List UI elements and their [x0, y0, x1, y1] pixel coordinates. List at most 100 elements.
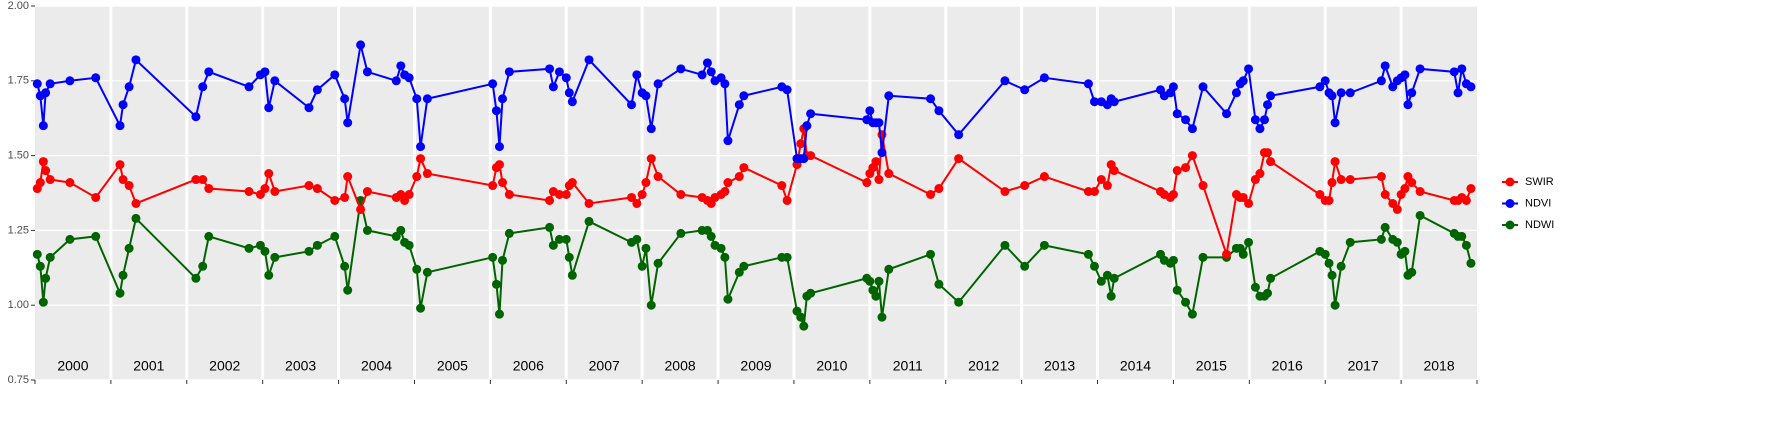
data-point [1466, 82, 1476, 92]
data-point [545, 195, 555, 205]
data-point [504, 67, 514, 77]
data-point [1345, 175, 1355, 185]
data-point [884, 91, 894, 101]
data-point [926, 189, 936, 199]
data-point [806, 288, 816, 298]
data-point [1109, 166, 1119, 176]
data-point [1461, 240, 1471, 250]
data-point [1083, 249, 1093, 259]
data-point [198, 82, 208, 92]
data-point [312, 184, 322, 194]
data-point [412, 172, 422, 182]
data-point [35, 178, 45, 188]
data-point [874, 276, 884, 286]
data-point [124, 243, 134, 253]
data-point [1172, 109, 1182, 119]
data-point [561, 234, 571, 244]
data-point [1255, 169, 1265, 179]
data-point [676, 64, 686, 74]
year-label: 2000 [57, 358, 88, 374]
data-point [38, 121, 48, 131]
data-point [723, 178, 733, 188]
data-point [723, 136, 733, 146]
data-point [637, 189, 647, 199]
data-point [874, 175, 884, 185]
data-point [41, 273, 51, 283]
year-label: 2015 [1196, 358, 1227, 374]
data-point [131, 198, 141, 208]
data-point [954, 297, 964, 307]
data-point [1250, 115, 1260, 125]
data-point [641, 91, 651, 101]
legend-key [1505, 177, 1515, 187]
data-point [1109, 97, 1119, 107]
data-point [124, 181, 134, 191]
data-point [1198, 181, 1208, 191]
data-point [739, 261, 749, 271]
data-point [1345, 237, 1355, 247]
data-point [244, 82, 254, 92]
data-point [720, 252, 730, 262]
data-point [65, 76, 75, 86]
data-point [1380, 189, 1390, 199]
data-point [91, 192, 101, 202]
data-point [1400, 70, 1410, 80]
data-point [1000, 76, 1010, 86]
data-point [1266, 91, 1276, 101]
y-tick-label: 0.75 [8, 374, 29, 386]
data-point [412, 94, 422, 104]
data-point [806, 109, 816, 119]
legend-label: NDWI [1525, 219, 1554, 231]
data-point [739, 91, 749, 101]
data-point [191, 273, 201, 283]
data-point [796, 139, 806, 149]
data-point [653, 172, 663, 182]
data-point [343, 285, 353, 295]
data-point [1039, 73, 1049, 83]
year-label: 2018 [1423, 358, 1454, 374]
year-label: 2011 [893, 358, 923, 374]
data-point [1198, 252, 1208, 262]
data-point [1330, 118, 1340, 128]
data-point [564, 88, 574, 98]
data-point [340, 94, 350, 104]
data-point [1457, 64, 1467, 74]
data-point [198, 175, 208, 185]
data-point [739, 163, 749, 173]
data-point [646, 124, 656, 134]
data-point [1376, 76, 1386, 86]
data-point [1222, 249, 1232, 259]
data-point [131, 213, 141, 223]
data-point [312, 240, 322, 250]
data-point [561, 189, 571, 199]
data-point [1083, 79, 1093, 89]
year-label: 2010 [816, 358, 847, 374]
data-point [65, 234, 75, 244]
data-point [1407, 178, 1417, 188]
data-point [340, 192, 350, 202]
data-point [706, 67, 716, 77]
year-label: 2006 [513, 358, 544, 374]
data-point [118, 175, 128, 185]
data-point [1320, 249, 1330, 259]
year-label: 2004 [361, 358, 392, 374]
data-point [45, 252, 55, 262]
data-point [32, 249, 42, 259]
data-point [45, 79, 55, 89]
data-point [1320, 76, 1330, 86]
data-point [926, 249, 936, 259]
data-point [934, 184, 944, 194]
data-point [396, 225, 406, 235]
data-point [934, 279, 944, 289]
year-label: 2014 [1120, 358, 1151, 374]
data-point [1198, 82, 1208, 92]
data-point [1449, 67, 1459, 77]
data-point [1466, 258, 1476, 268]
data-point [862, 178, 872, 188]
year-label: 2017 [1348, 358, 1379, 374]
data-point [1336, 261, 1346, 271]
data-point [584, 55, 594, 65]
data-point [1380, 222, 1390, 232]
data-point [627, 192, 637, 202]
data-point [1415, 64, 1425, 74]
